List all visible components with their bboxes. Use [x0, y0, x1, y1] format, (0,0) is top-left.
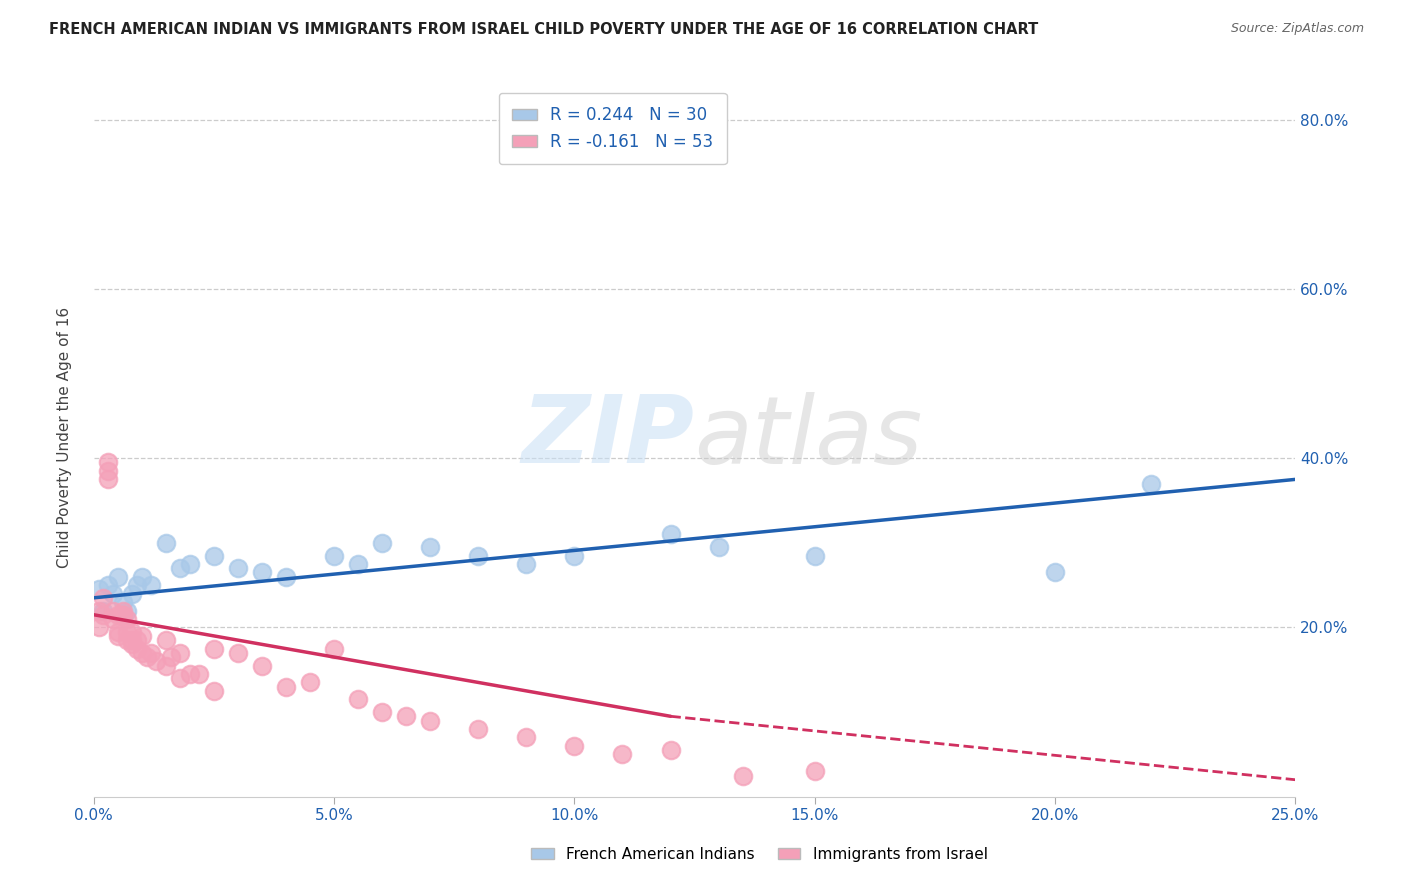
Point: [97, 472, 120, 486]
Point: [169, 646, 191, 660]
Point: [659, 527, 682, 541]
Point: [188, 667, 211, 681]
Point: [145, 654, 167, 668]
Point: [87, 620, 110, 634]
Point: [707, 540, 730, 554]
Point: [323, 641, 346, 656]
Point: [298, 675, 321, 690]
Point: [250, 658, 273, 673]
Point: [101, 603, 124, 617]
Point: [226, 646, 249, 660]
Point: [91, 607, 114, 622]
Point: [91, 603, 114, 617]
Point: [467, 722, 489, 736]
Point: [515, 557, 537, 571]
Point: [91, 591, 114, 605]
Point: [202, 549, 225, 563]
Point: [169, 671, 191, 685]
Point: [121, 633, 143, 648]
Point: [169, 561, 191, 575]
Point: [125, 641, 148, 656]
Point: [1043, 566, 1066, 580]
Text: ZIP: ZIP: [522, 391, 695, 483]
Point: [564, 739, 586, 753]
Point: [101, 612, 124, 626]
Point: [111, 603, 134, 617]
Legend: R = 0.244   N = 30, R = -0.161   N = 53: R = 0.244 N = 30, R = -0.161 N = 53: [499, 93, 727, 164]
Point: [131, 569, 153, 583]
Point: [107, 607, 129, 622]
Point: [564, 549, 586, 563]
Point: [131, 629, 153, 643]
Point: [117, 633, 139, 648]
Point: [117, 612, 139, 626]
Point: [803, 764, 825, 779]
Point: [117, 603, 139, 617]
Point: [395, 709, 418, 723]
Point: [111, 595, 134, 609]
Point: [121, 637, 143, 651]
Text: FRENCH AMERICAN INDIAN VS IMMIGRANTS FROM ISRAEL CHILD POVERTY UNDER THE AGE OF : FRENCH AMERICAN INDIAN VS IMMIGRANTS FRO…: [49, 22, 1039, 37]
Point: [179, 557, 201, 571]
Point: [371, 536, 394, 550]
Point: [612, 747, 634, 762]
Y-axis label: Child Poverty Under the Age of 16: Child Poverty Under the Age of 16: [58, 307, 72, 567]
Legend: French American Indians, Immigrants from Israel: French American Indians, Immigrants from…: [524, 841, 994, 868]
Point: [111, 607, 134, 622]
Point: [202, 641, 225, 656]
Point: [731, 768, 754, 782]
Point: [107, 569, 129, 583]
Point: [97, 578, 120, 592]
Point: [347, 557, 370, 571]
Point: [125, 578, 148, 592]
Point: [135, 650, 157, 665]
Point: [125, 633, 148, 648]
Point: [467, 549, 489, 563]
Point: [121, 624, 143, 639]
Point: [101, 586, 124, 600]
Point: [107, 629, 129, 643]
Point: [202, 684, 225, 698]
Point: [155, 633, 177, 648]
Text: atlas: atlas: [695, 392, 922, 483]
Point: [515, 731, 537, 745]
Point: [659, 743, 682, 757]
Point: [155, 536, 177, 550]
Point: [803, 549, 825, 563]
Point: [141, 578, 163, 592]
Point: [141, 646, 163, 660]
Point: [274, 680, 297, 694]
Point: [226, 561, 249, 575]
Point: [1140, 476, 1163, 491]
Point: [159, 650, 181, 665]
Point: [111, 607, 134, 622]
Point: [117, 624, 139, 639]
Point: [323, 549, 346, 563]
Point: [274, 569, 297, 583]
Point: [250, 566, 273, 580]
Point: [131, 646, 153, 660]
Point: [87, 603, 110, 617]
Point: [419, 540, 441, 554]
Text: Source: ZipAtlas.com: Source: ZipAtlas.com: [1230, 22, 1364, 36]
Point: [87, 582, 110, 597]
Point: [107, 624, 129, 639]
Point: [97, 464, 120, 478]
Point: [155, 658, 177, 673]
Point: [121, 586, 143, 600]
Point: [419, 714, 441, 728]
Point: [371, 705, 394, 719]
Point: [97, 455, 120, 469]
Point: [179, 667, 201, 681]
Point: [347, 692, 370, 706]
